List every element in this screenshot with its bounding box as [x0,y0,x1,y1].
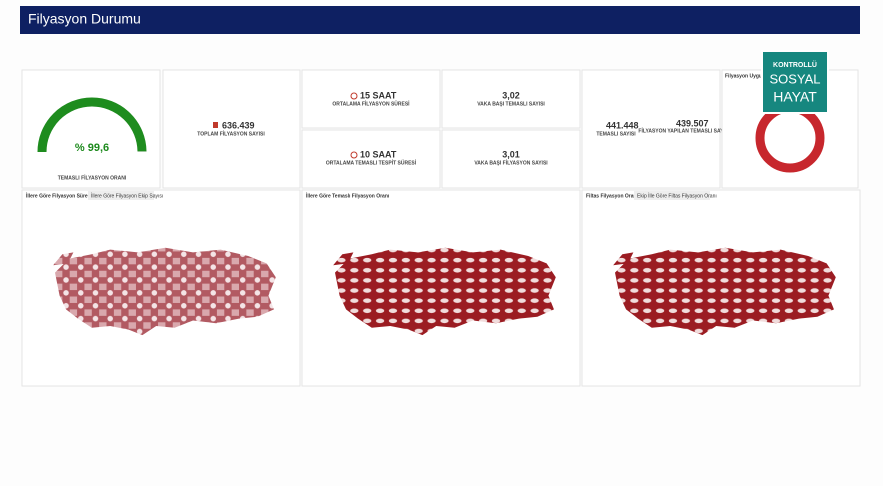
kpi-value: 441.448 [606,120,639,130]
header-title: Filyasyon Durumu [28,11,141,27]
kpi-label: VAKA BAŞI FİLYASYON SAYISI [474,159,548,166]
logo-text: HAYAT [773,89,817,105]
map-tab[interactable]: İllere Göre Filyasyon Süresi [26,192,92,199]
icon [350,92,358,100]
logo [761,50,829,114]
kpi-card [162,69,301,189]
kpi-label: TOPLAM FİLYASYON SAYISI [197,130,265,137]
kpi-value: 636.439 [222,120,255,130]
logo-text: SOSYAL [769,71,820,86]
kpi-label: TEMASLI SAYISI [596,131,636,137]
kpi-card [441,129,581,189]
donut-title: Filyasyon Uygula [725,73,766,79]
kpi-card [581,69,721,189]
kpi-card [301,69,441,129]
kpi-card [441,69,581,129]
map-tab[interactable]: Filtas Filyasyon Oranı [586,193,639,199]
kpi-label: VAKA BAŞI TEMASLI SAYISI [477,101,545,107]
gauge-value: % 99,6 [75,142,109,154]
kpi-label: ORTALAMA TEMASLI TESPİT SÜRESİ [326,159,417,166]
gauge-arc [37,97,147,153]
icon [350,151,358,159]
kpi-value: 15 SAAT [360,90,397,100]
map-tab[interactable]: Ekip İlle Göre Filtas Filyasyon Oranı [637,192,717,199]
icon [213,122,218,128]
map-tab[interactable]: İllere Göre Temaslı Filyasyon Oranı [306,192,390,199]
kpi-label: ORTALAMA FİLYASYON SÜRESİ [332,100,410,107]
kpi-value: 439.507 [676,118,709,128]
kpi-card [301,129,441,189]
kpi-value: 3,01 [502,149,520,159]
tab-bg [88,191,154,200]
kpi-value: 10 SAAT [360,149,397,159]
logo-text: KONTROLLÜ [773,60,817,69]
kpi-value: 3,02 [502,90,520,100]
tab-bg [634,191,710,200]
map-tab[interactable]: İllere Göre Filyasyon Ekip Sayısı [91,192,163,199]
gauge-caption: TEMASLI FİLYASYON ORANI [58,174,127,181]
header-bar [20,6,860,34]
kpi-label: FİLYASYON YAPILAN TEMASLI SAYISI [638,127,730,134]
